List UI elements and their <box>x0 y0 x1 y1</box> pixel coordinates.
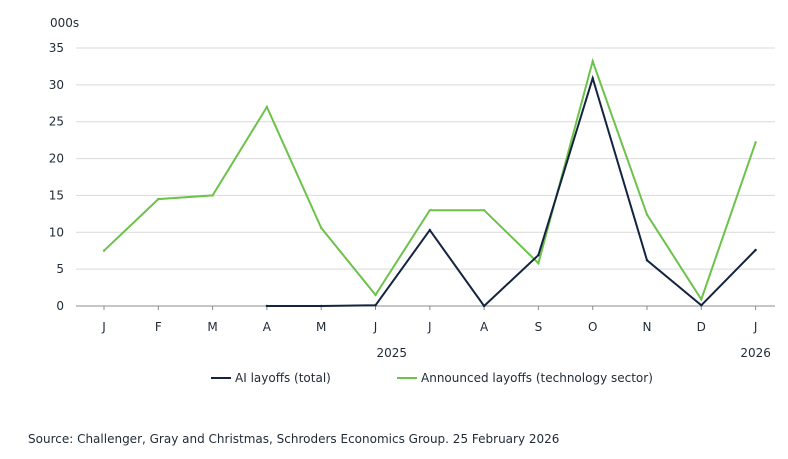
data-point <box>320 304 323 308</box>
data-point <box>211 194 214 197</box>
y-tick-label: 0 <box>56 299 64 313</box>
data-point <box>265 105 269 109</box>
data-point <box>537 253 540 257</box>
y-tick-label: 10 <box>49 225 64 239</box>
data-point <box>591 60 594 63</box>
x-tick-label: N <box>643 320 652 334</box>
x-tick-label: J <box>753 320 758 334</box>
x-tick-label: J <box>101 320 106 334</box>
y-tick-label: 5 <box>56 262 64 276</box>
data-point <box>157 197 160 201</box>
data-point <box>754 248 757 252</box>
y-tick-label: 25 <box>49 115 64 129</box>
data-point <box>700 304 703 307</box>
series-layer <box>102 57 757 308</box>
data-point <box>645 213 649 216</box>
grid-layer <box>76 47 775 307</box>
data-point <box>374 304 377 307</box>
y-tick-label: 30 <box>49 78 64 92</box>
x-tick-label: J <box>373 320 378 334</box>
x-tick-label: D <box>697 320 706 334</box>
data-point <box>645 259 649 262</box>
x-axis: J F M A M J J A S O N D J 2025 2026 <box>101 306 771 360</box>
legend-label: AI layoffs (total) <box>235 371 331 385</box>
series-line-ai-layoffs <box>266 74 757 308</box>
data-point <box>428 228 431 232</box>
x-tick-label: J <box>427 320 432 334</box>
year-label: 2026 <box>740 346 771 360</box>
year-label: 2025 <box>377 346 408 360</box>
data-point <box>374 293 377 297</box>
x-tick-label: F <box>155 320 162 334</box>
y-tick-label: 35 <box>49 41 64 55</box>
legend-label: Announced layoffs (technology sector) <box>421 371 653 385</box>
y-unit-label: 000s <box>50 16 79 30</box>
y-axis: 0 5 10 15 20 25 30 35 <box>49 41 64 313</box>
data-point <box>482 208 486 212</box>
series-line-announced-layoffs <box>103 57 757 302</box>
x-tick-label: O <box>588 320 597 334</box>
data-point <box>537 262 540 265</box>
data-point <box>320 226 323 230</box>
x-tick-label: A <box>263 320 272 334</box>
data-point <box>591 77 594 80</box>
x-tick-label: A <box>480 320 489 334</box>
data-point <box>754 141 757 144</box>
source-note: Source: Challenger, Gray and Christmas, … <box>28 432 560 446</box>
data-point <box>102 249 106 252</box>
data-point <box>428 208 431 212</box>
data-point <box>482 304 486 308</box>
data-point <box>265 304 269 308</box>
y-tick-label: 20 <box>49 152 64 166</box>
y-tick-label: 15 <box>49 188 64 202</box>
data-point <box>700 298 703 301</box>
legend: AI layoffs (total) Announced layoffs (tec… <box>211 371 653 385</box>
x-tick-label: S <box>535 320 543 334</box>
x-tick-label: M <box>207 320 217 334</box>
x-tick-label: M <box>316 320 326 334</box>
